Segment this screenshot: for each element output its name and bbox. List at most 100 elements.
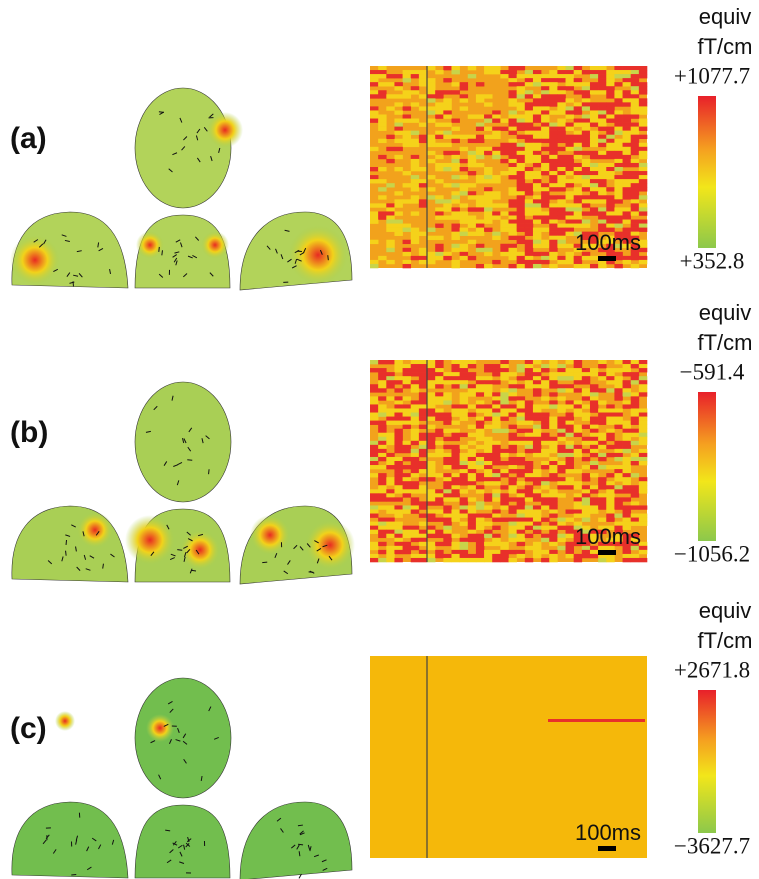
raster-cell (589, 436, 599, 442)
raster-cell (549, 364, 558, 369)
raster-cell (508, 380, 517, 385)
raster-cell (402, 223, 412, 228)
raster-cell (516, 90, 526, 95)
raster-cell (622, 130, 632, 135)
raster-cell (638, 183, 648, 188)
raster-cell (427, 473, 436, 478)
raster-cell (475, 98, 485, 103)
raster-cell (508, 469, 517, 474)
raster-cell (589, 142, 599, 148)
raster-cell (532, 545, 542, 551)
raster-cell (638, 513, 648, 518)
raster-cell (435, 251, 444, 257)
raster-cell (402, 493, 412, 498)
raster-cell (427, 400, 436, 405)
raster-cell (532, 195, 542, 200)
raster-cell (402, 239, 412, 245)
raster-cell (598, 481, 607, 486)
raster-cell (524, 497, 534, 502)
raster-cell (557, 452, 566, 458)
raster-cell (606, 509, 615, 514)
raster-cell (573, 380, 583, 385)
raster-cell (573, 541, 583, 547)
raster-cell (410, 408, 420, 413)
raster-cell (638, 126, 648, 131)
raster-cell (443, 420, 452, 425)
raster-cell (557, 199, 566, 204)
raster-cell (378, 70, 387, 75)
raster-cell (549, 448, 558, 454)
raster-cell (500, 392, 509, 397)
raster-cell (500, 505, 509, 510)
raster-cell (541, 505, 550, 510)
raster-cell (394, 436, 403, 442)
raster-cell (459, 86, 469, 91)
raster-cell (386, 408, 395, 413)
raster-cell (606, 473, 615, 478)
raster-cell (394, 360, 403, 365)
raster-cell (410, 154, 420, 160)
raster-cell (614, 74, 623, 79)
raster-cell (638, 432, 648, 438)
raster-cell (492, 396, 501, 401)
raster-cell (598, 416, 607, 421)
raster-cell (532, 473, 542, 478)
raster-cell (573, 428, 583, 434)
raster-cell (410, 420, 420, 425)
sensor-arrow (203, 127, 208, 132)
raster-cell (622, 505, 632, 510)
raster-cell (459, 384, 469, 389)
raster-cell (565, 452, 574, 458)
sensor-arrow (179, 242, 183, 248)
unit-line: fT/cm (698, 34, 753, 59)
raster-cell (508, 404, 517, 409)
raster-cell (370, 219, 379, 224)
raster-cell (459, 549, 469, 555)
raster-cell (606, 436, 615, 442)
raster-cell (630, 130, 640, 135)
raster-cell (557, 231, 566, 236)
raster-cell (565, 372, 574, 377)
raster-cell (630, 251, 640, 257)
raster-cell (532, 110, 542, 115)
raster-cell (418, 360, 428, 365)
raster-cell (614, 255, 623, 261)
raster-cell (410, 167, 420, 172)
scale-label: 100ms (575, 230, 641, 255)
raster-cell (598, 187, 607, 192)
raster-cell (516, 521, 526, 526)
raster-cell (598, 90, 607, 95)
raster-cell (598, 179, 607, 184)
raster-cell (573, 553, 583, 559)
raster-cell (402, 364, 412, 369)
raster-cell (589, 404, 599, 409)
raster-cell (451, 541, 460, 547)
raster-cell (370, 82, 379, 87)
raster-cell (475, 219, 485, 224)
raster-cell (557, 465, 566, 470)
raster-cell (541, 549, 550, 555)
raster-cell (459, 215, 469, 220)
raster-cell (427, 424, 436, 429)
raster-cell (638, 477, 648, 482)
raster-cell (565, 477, 574, 482)
raster-cell (532, 138, 542, 144)
raster-cell (638, 255, 648, 261)
raster-cell (484, 247, 493, 253)
raster-cell (638, 360, 648, 365)
raster-cell (484, 404, 493, 409)
raster-cell (467, 505, 477, 510)
raster-cell (435, 368, 444, 373)
raster-cell (418, 469, 428, 474)
raster-cell (394, 537, 403, 543)
raster-cell (598, 70, 607, 75)
sensor-arrow (179, 117, 183, 123)
raster-cell (484, 215, 493, 220)
raster-cell (598, 452, 607, 458)
raster-cell (378, 432, 387, 438)
raster-cell (622, 485, 632, 490)
raster-cell (606, 94, 615, 99)
raster-cell (370, 146, 379, 152)
raster-cell (565, 243, 574, 249)
sensor-arrow (316, 558, 320, 564)
